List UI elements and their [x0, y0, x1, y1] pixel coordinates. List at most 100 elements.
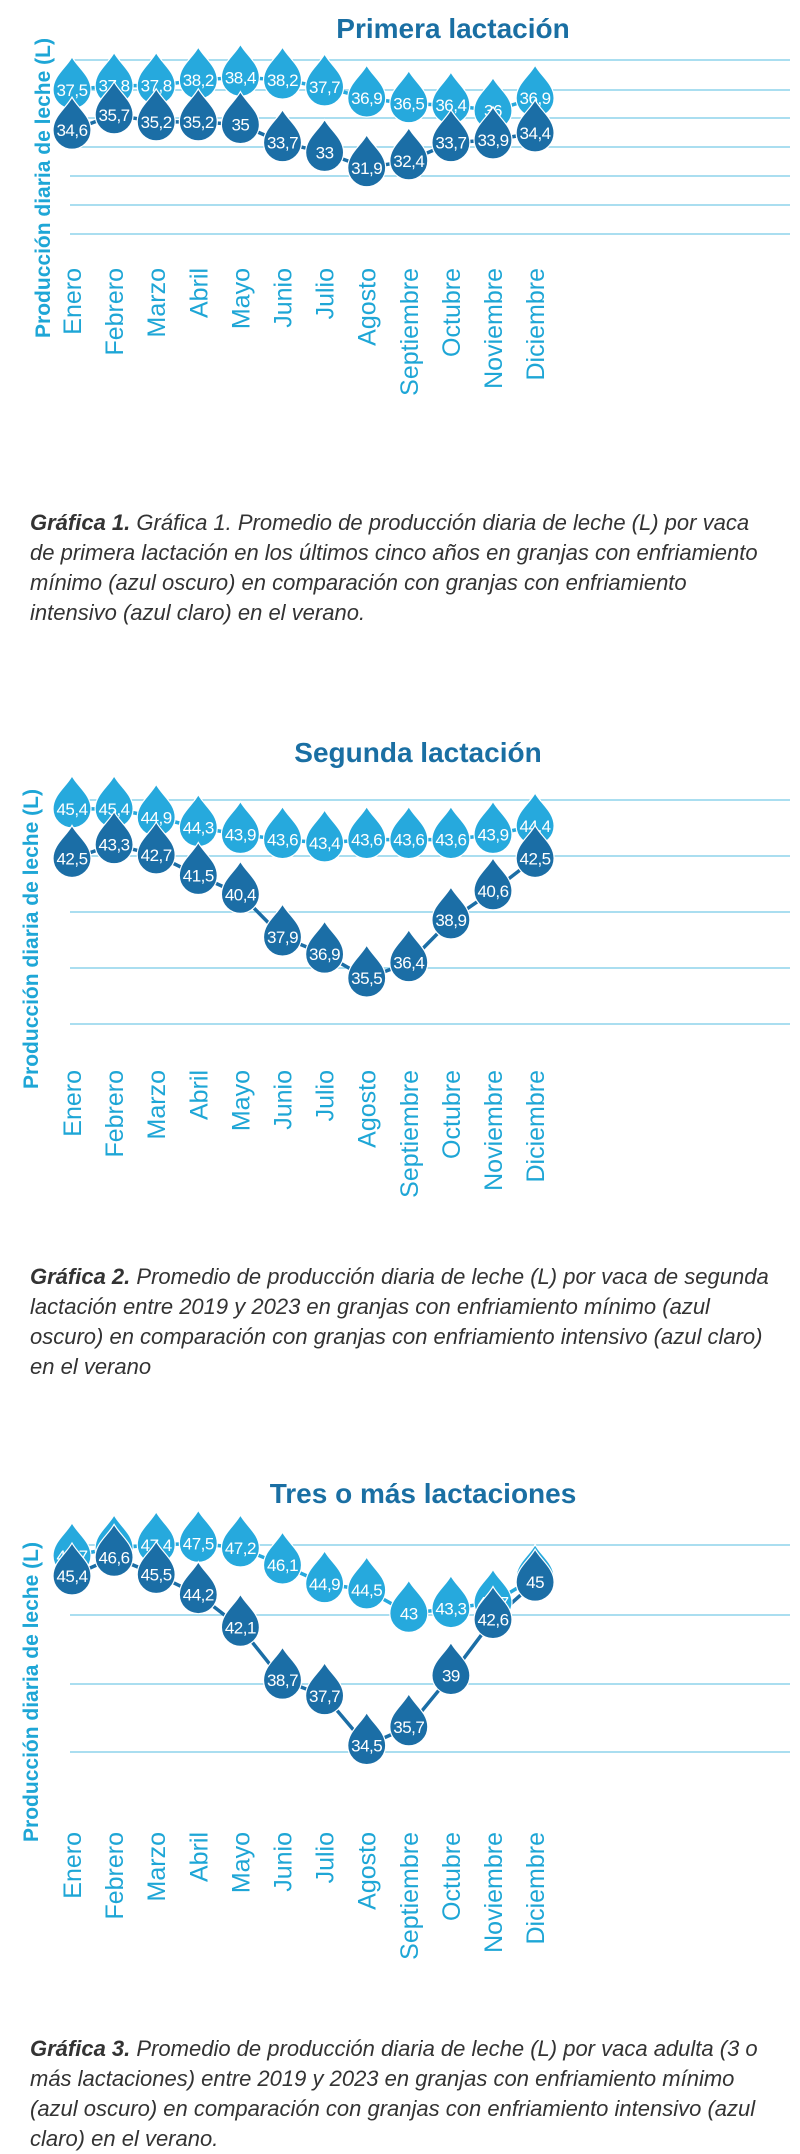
data-point-light: 43,6 — [262, 805, 303, 860]
data-label: 43,3 — [99, 836, 130, 855]
data-label: 43,6 — [435, 831, 466, 850]
data-label: 37,8 — [141, 77, 172, 96]
drop-marker — [220, 1513, 261, 1568]
data-label: 40,6 — [477, 882, 508, 901]
drop-marker — [262, 108, 303, 163]
data-point-dark: 37,9 — [262, 902, 303, 957]
data-point-light: 37,7 — [304, 52, 345, 107]
drop-marker — [304, 1549, 345, 1604]
data-point-dark: 38,7 — [262, 1645, 303, 1700]
data-label: 42,7 — [141, 846, 172, 865]
y-axis-label: Producción diaria de leche (L) — [32, 38, 55, 338]
drop-marker — [262, 1645, 303, 1700]
data-label: 40,4 — [225, 885, 256, 904]
data-label: 35,5 — [351, 969, 382, 988]
x-tick-label: Julio — [312, 1070, 340, 1121]
data-point-dark: 33 — [304, 118, 345, 172]
data-label: 34,4 — [520, 124, 551, 143]
data-label: 32,4 — [393, 152, 424, 171]
drop-marker — [52, 1541, 92, 1596]
data-point-light: 43,6 — [431, 805, 471, 860]
drop-marker — [262, 805, 303, 860]
drop-marker — [515, 98, 555, 153]
drop-marker — [52, 95, 92, 150]
data-label: 44,9 — [141, 808, 172, 827]
data-point-dark: 35,2 — [136, 87, 176, 142]
data-label: 43 — [400, 1604, 418, 1623]
data-point-dark: 34,5 — [347, 1711, 387, 1766]
drop-marker — [473, 105, 513, 160]
data-label: 38,7 — [267, 1671, 298, 1690]
drop-marker — [389, 126, 429, 181]
x-tick-label: Diciembre — [522, 1070, 550, 1183]
x-tick-label: Marzo — [143, 1070, 171, 1139]
data-point-light: 36,9 — [347, 63, 387, 118]
y-axis-label: Producción diaria de leche (L) — [20, 1542, 43, 1842]
data-label: 45 — [526, 1573, 544, 1592]
drop-marker — [304, 919, 345, 974]
data-point-dark: 34,6 — [52, 95, 92, 150]
data-label: 36,9 — [520, 89, 551, 108]
drop-marker — [431, 1574, 471, 1629]
data-point-dark: 35,2 — [178, 87, 218, 142]
x-tick-label: Abril — [185, 1832, 213, 1882]
data-point-dark: 34,4 — [515, 98, 555, 153]
drop-marker — [431, 885, 471, 940]
data-label: 38,2 — [183, 71, 214, 90]
data-label: 42,6 — [477, 1611, 508, 1630]
data-point-light: 44,9 — [304, 1549, 345, 1604]
data-point-dark: 33,9 — [473, 105, 513, 160]
chart-3-svg: Tres o más lactaciones Producción diaria… — [20, 1478, 790, 1960]
drop-marker — [52, 824, 92, 878]
chart-tres-o-mas-lactaciones: Tres o más lactaciones Producción diaria… — [0, 1460, 800, 2020]
drop-marker — [473, 800, 513, 854]
data-label: 46,1 — [267, 1556, 298, 1575]
x-tick-label: Mayo — [227, 268, 255, 329]
x-tick-label: Agosto — [354, 1070, 382, 1148]
drop-marker — [347, 805, 387, 860]
x-tick-label: Junio — [270, 268, 298, 328]
drop-marker — [347, 943, 387, 998]
caption-lead: Gráfica 2. — [30, 1264, 131, 1289]
x-tick-label: Noviembre — [480, 1832, 508, 1953]
x-tick-label: Febrero — [101, 1832, 129, 1920]
drop-marker — [220, 860, 261, 914]
data-point-dark: 42,7 — [136, 820, 176, 875]
data-label: 43,9 — [477, 825, 508, 844]
data-label: 39 — [442, 1667, 460, 1686]
data-point-dark: 45 — [515, 1547, 555, 1602]
caption-text: Promedio de producción diaria de leche (… — [30, 2036, 758, 2151]
drop-marker — [94, 80, 134, 135]
drop-marker — [389, 1692, 429, 1747]
drop-marker — [94, 1523, 134, 1577]
data-point-dark: 42,5 — [515, 824, 555, 878]
data-label: 44,5 — [351, 1581, 382, 1600]
data-label: 42,1 — [225, 1618, 256, 1637]
x-tick-label: Octubre — [438, 1832, 466, 1921]
drop-marker — [515, 1547, 555, 1602]
drop-marker — [389, 69, 429, 124]
data-point-dark: 37,7 — [304, 1661, 345, 1716]
data-label: 36,5 — [393, 95, 424, 114]
y-axis-label: Producción diaria de leche (L) — [20, 789, 43, 1089]
data-point-light: 38,2 — [178, 45, 218, 100]
chart-primera-lactacion: Primera lactación Producción diaria de l… — [0, 0, 800, 480]
data-point-dark: 43,3 — [94, 810, 134, 865]
data-label: 42,5 — [520, 849, 551, 868]
x-tick-label: Febrero — [101, 1070, 129, 1158]
data-point-dark: 38,9 — [431, 885, 471, 940]
data-point-dark: 41,5 — [178, 841, 218, 896]
data-label: 35,2 — [183, 113, 214, 132]
caption-text: Promedio de producción diaria de leche (… — [30, 1264, 769, 1379]
x-tick-label: Febrero — [101, 268, 129, 356]
data-label: 45,4 — [56, 1567, 87, 1586]
data-point-light: 43,9 — [220, 800, 261, 854]
data-point-dark: 35,7 — [94, 80, 134, 135]
data-label: 35,7 — [99, 106, 130, 125]
data-point-dark: 42,1 — [220, 1593, 261, 1647]
data-label: 44,9 — [309, 1575, 340, 1594]
data-label: 33,7 — [435, 134, 466, 153]
data-point-light: 44,5 — [347, 1555, 387, 1610]
x-tick-label: Abril — [185, 1070, 213, 1120]
data-label: 46,6 — [99, 1548, 130, 1567]
